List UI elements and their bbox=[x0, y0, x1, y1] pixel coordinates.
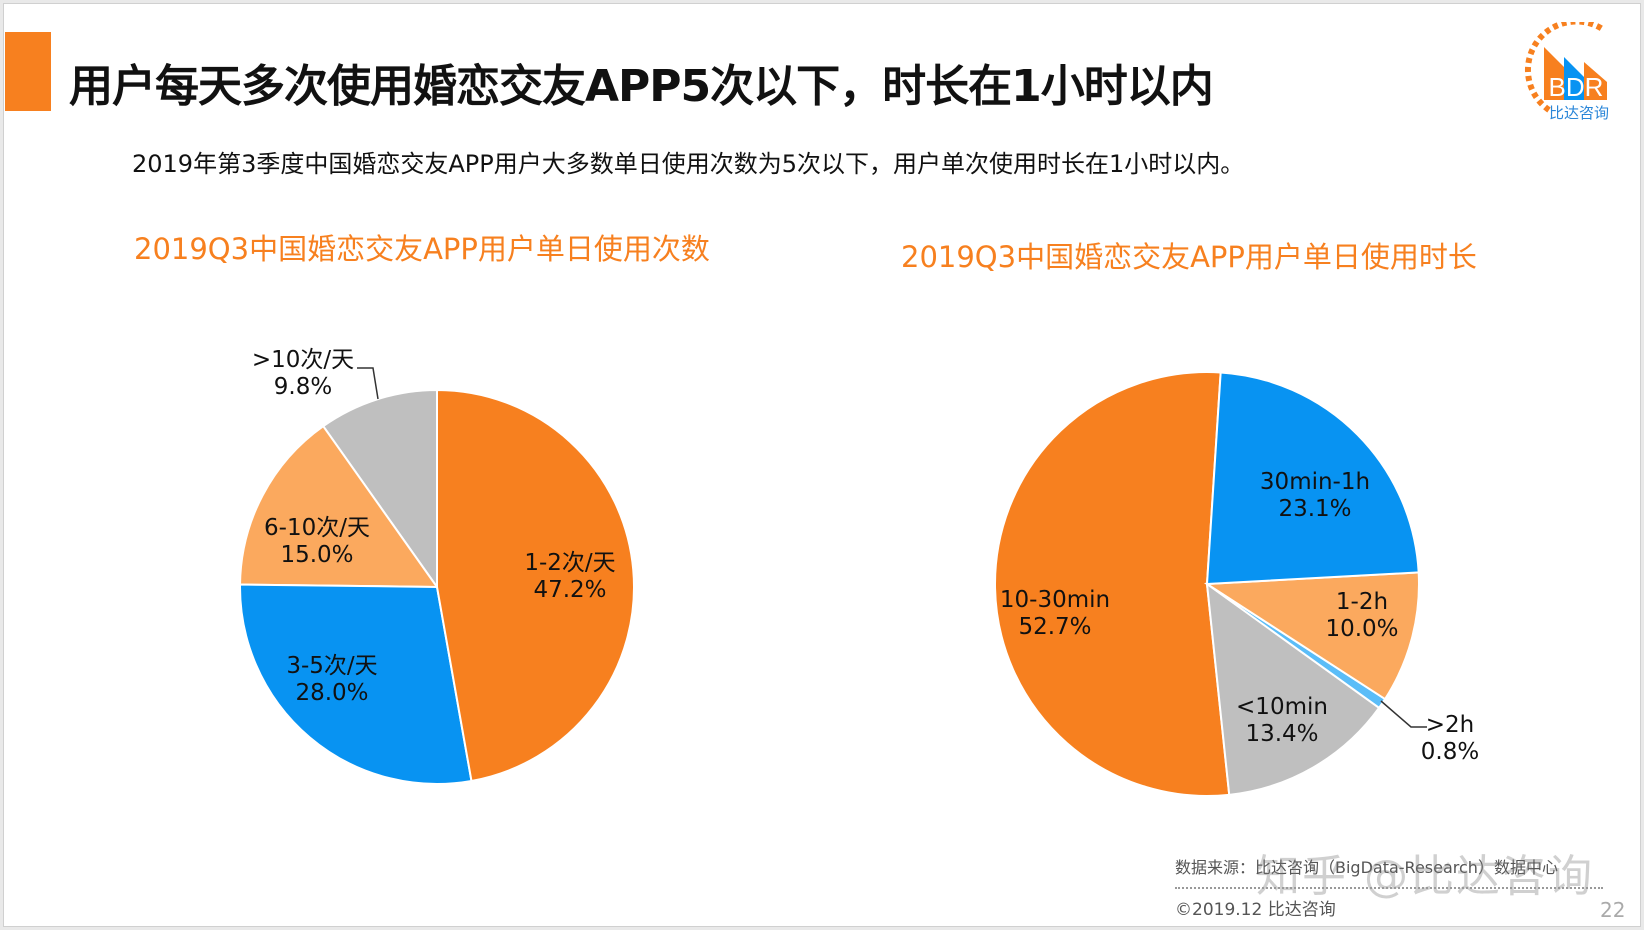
pie-slice bbox=[239, 583, 473, 785]
chart-title-duration: 2019Q3中国婚恋交友APP用户单日使用时长 bbox=[901, 240, 1477, 274]
chart-title-frequency: 2019Q3中国婚恋交友APP用户单日使用次数 bbox=[134, 232, 710, 266]
pie-slice bbox=[1205, 581, 1381, 796]
page-number: 22 bbox=[1600, 898, 1626, 922]
label-10-30min: 10-30min 52.7% bbox=[999, 587, 1111, 640]
leader-line-gt2h bbox=[1380, 700, 1427, 728]
subtitle: 2019年第3季度中国婚恋交友APP用户大多数单日使用次数为5次以下，用户单次使… bbox=[132, 150, 1245, 178]
pie-slice bbox=[1205, 371, 1420, 586]
logo-name: 比达咨询 bbox=[1549, 104, 1609, 122]
slide: 用户每天多次使用婚恋交友APP5次以下，时长在1小时以内 BDR 比达咨询 20… bbox=[3, 3, 1641, 927]
copyright: ©2019.12 比达咨询 bbox=[1175, 900, 1336, 920]
label-1-2h: 1-2h 10.0% bbox=[1325, 589, 1399, 642]
logo-text: BDR bbox=[1549, 72, 1604, 102]
pie-slice bbox=[436, 388, 635, 783]
title-accent-bar bbox=[5, 32, 51, 111]
leader-line-gt10 bbox=[357, 367, 379, 400]
pie-slice bbox=[321, 388, 438, 591]
watermark: 知乎 @比达咨询 bbox=[1256, 851, 1594, 902]
label-lt10min: <10min 13.4% bbox=[1236, 694, 1328, 747]
pie-charts bbox=[239, 367, 1427, 797]
label-1-2: 1-2次/天 47.2% bbox=[524, 550, 616, 603]
label-3-5: 3-5次/天 28.0% bbox=[286, 653, 378, 706]
pie-slice bbox=[1203, 571, 1420, 701]
label-gt10: >10次/天 9.8% bbox=[251, 347, 355, 400]
label-gt2h: >2h 0.8% bbox=[1420, 712, 1480, 765]
footer-divider bbox=[1175, 887, 1603, 889]
page-title: 用户每天多次使用婚恋交友APP5次以下，时长在1小时以内 bbox=[69, 61, 1214, 112]
bdr-logo: BDR 比达咨询 bbox=[1519, 22, 1624, 122]
label-30min-1h: 30min-1h 23.1% bbox=[1259, 469, 1371, 522]
label-6-10: 6-10次/天 15.0% bbox=[264, 515, 370, 568]
data-source: 数据来源：比达咨询（BigData-Research）数据中心 bbox=[1175, 858, 1558, 877]
pie-slice bbox=[994, 371, 1231, 797]
pie-slice bbox=[239, 424, 439, 589]
